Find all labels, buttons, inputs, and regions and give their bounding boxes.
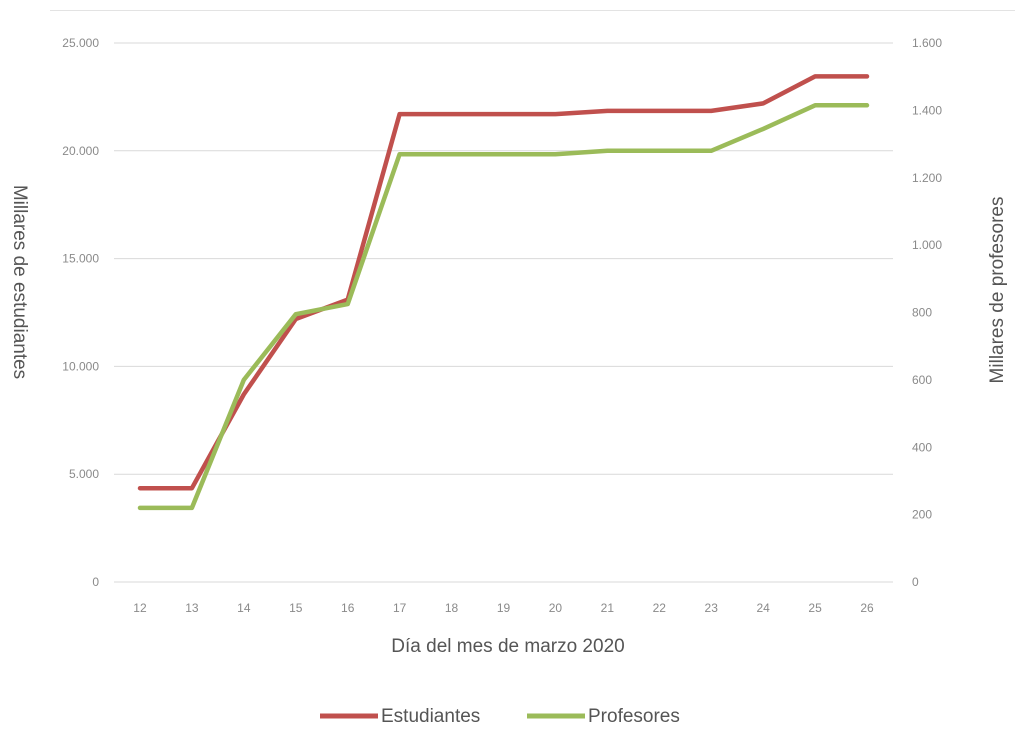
left-axis-title: Millares de estudiantes bbox=[9, 185, 30, 379]
legend: Estudiantes Profesores bbox=[320, 706, 680, 727]
x-tick-label: 24 bbox=[756, 601, 770, 615]
x-tick-label: 18 bbox=[445, 601, 459, 615]
x-tick-label: 14 bbox=[237, 601, 251, 615]
legend-label-estudiantes: Estudiantes bbox=[381, 706, 480, 727]
series-line-estudiantes bbox=[140, 76, 867, 488]
right-tick-label: 600 bbox=[912, 373, 932, 387]
right-tick-label: 1.000 bbox=[912, 238, 942, 252]
right-axis-ticks: 0 200 400 600 800 1.000 1.200 1.400 1.600 bbox=[912, 36, 942, 589]
right-tick-label: 400 bbox=[912, 440, 932, 454]
series-line-profesores bbox=[140, 105, 867, 508]
x-tick-label: 22 bbox=[653, 601, 667, 615]
left-tick-label: 10.000 bbox=[62, 359, 99, 373]
x-axis-title: Día del mes de marzo 2020 bbox=[391, 636, 624, 657]
right-tick-label: 1.200 bbox=[912, 171, 942, 185]
x-tick-label: 17 bbox=[393, 601, 407, 615]
left-axis-ticks: 0 5.000 10.000 15.000 20.000 25.000 bbox=[62, 36, 99, 589]
left-tick-label: 15.000 bbox=[62, 252, 99, 266]
series-lines bbox=[140, 76, 867, 508]
right-tick-label: 1.600 bbox=[912, 36, 942, 50]
x-tick-label: 13 bbox=[185, 601, 199, 615]
left-tick-label: 20.000 bbox=[62, 144, 99, 158]
left-tick-label: 5.000 bbox=[69, 467, 99, 481]
x-tick-label: 16 bbox=[341, 601, 355, 615]
x-tick-label: 25 bbox=[808, 601, 822, 615]
right-tick-label: 200 bbox=[912, 508, 932, 522]
top-border-line bbox=[50, 10, 1015, 11]
left-tick-label: 0 bbox=[92, 575, 99, 589]
x-tick-label: 21 bbox=[601, 601, 615, 615]
right-axis-title: Millares de profesores bbox=[987, 197, 1008, 384]
x-tick-label: 19 bbox=[497, 601, 511, 615]
x-tick-label: 12 bbox=[133, 601, 147, 615]
left-tick-label: 25.000 bbox=[62, 36, 99, 50]
right-tick-label: 0 bbox=[912, 575, 919, 589]
x-axis-ticks: 12 13 14 15 16 17 18 19 20 21 22 23 24 25 26 bbox=[133, 601, 874, 615]
x-tick-label: 20 bbox=[549, 601, 563, 615]
x-tick-label: 23 bbox=[705, 601, 719, 615]
right-tick-label: 800 bbox=[912, 306, 932, 320]
x-tick-label: 26 bbox=[860, 601, 874, 615]
legend-label-profesores: Profesores bbox=[588, 706, 680, 727]
right-tick-label: 1.400 bbox=[912, 103, 942, 117]
x-tick-label: 15 bbox=[289, 601, 303, 615]
